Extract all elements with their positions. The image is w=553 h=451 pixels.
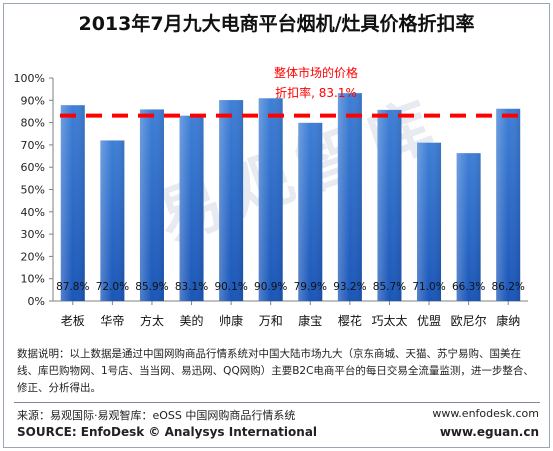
divider-top <box>14 402 540 403</box>
chart-title: 2013年7月九大电商平台烟机/灶具价格折扣率 <box>78 13 475 35</box>
data-notes: 数据说明：以上数据是通过中国网购商品行情系统对中国大陆市场九大（京东商城、天猫、… <box>17 348 534 394</box>
y-tick-label: 30% <box>21 228 45 241</box>
reference-label-line2: 折扣率, 83.1% <box>275 85 357 100</box>
x-tick-label: 老板 <box>61 314 85 328</box>
y-tick-label: 80% <box>21 117 45 130</box>
x-tick-label: 欧尼尔 <box>451 313 487 328</box>
data-label: 90.9% <box>254 281 287 293</box>
bar-chart: 0% 10% 20% 30% 40% 50% 60% 70% 80% 90% 100% 87.8% 老板… <box>14 65 528 328</box>
x-tick-label: 方太 <box>140 313 164 328</box>
x-tick-label: 康宝 <box>298 313 322 328</box>
data-label: 79.9% <box>294 281 327 293</box>
data-label: 87.8% <box>56 281 89 293</box>
bar-highlight <box>100 140 125 301</box>
data-label: 85.9% <box>135 281 168 293</box>
y-tick-label: 10% <box>21 273 45 286</box>
data-label: 85.7% <box>373 281 406 293</box>
data-label: 93.2% <box>333 281 366 293</box>
x-tick-label: 康纳 <box>496 313 520 328</box>
bar-highlight <box>179 115 204 301</box>
bar-highlight <box>60 105 85 302</box>
x-tick-label: 巧太太 <box>371 313 407 328</box>
data-label: 71.0% <box>412 281 445 293</box>
x-tick-label: 优盟 <box>417 314 441 328</box>
x-tick-label: 美的 <box>180 313 204 328</box>
bar-highlight <box>219 100 244 302</box>
y-tick-label: 20% <box>21 250 45 263</box>
data-label: 90.1% <box>214 281 247 293</box>
source-cn: 来源：易观国际·易观智库：eOSS 中国网购商品行情系统 <box>17 409 296 422</box>
x-tick-label: 帅康 <box>219 313 243 328</box>
site-eguan: www.eguan.cn <box>439 425 539 439</box>
y-tick-label: 70% <box>21 139 45 152</box>
bar-highlight <box>377 109 402 301</box>
source-en: SOURCE: EnfoDesk © Analysys Internationa… <box>17 425 318 439</box>
reference-label-line1: 整体市场的价格 <box>274 65 358 80</box>
y-tick-label: 100% <box>14 72 45 85</box>
data-label: 86.2% <box>492 281 525 293</box>
x-tick-label: 万和 <box>259 314 283 328</box>
site-enfodesk: www.enfodesk.com <box>432 407 539 420</box>
x-tick-label: 樱花 <box>338 313 362 328</box>
bar-highlight <box>496 108 521 301</box>
data-label: 72.0% <box>96 281 129 293</box>
bar-highlight <box>139 109 164 302</box>
y-tick-label: 40% <box>21 206 45 219</box>
y-tick-label: 50% <box>21 184 45 197</box>
y-tick-label: 0% <box>28 295 45 308</box>
bar-highlight <box>298 122 323 301</box>
bar-highlight <box>337 93 362 301</box>
data-label: 66.3% <box>452 281 485 293</box>
bar-highlight <box>258 98 283 301</box>
y-tick-label: 90% <box>21 94 45 107</box>
x-tick-label: 华帝 <box>100 313 124 328</box>
bar-highlight <box>456 153 481 301</box>
y-tick-label: 60% <box>21 161 45 174</box>
data-label: 83.1% <box>175 281 208 293</box>
bar-highlight <box>417 142 442 301</box>
